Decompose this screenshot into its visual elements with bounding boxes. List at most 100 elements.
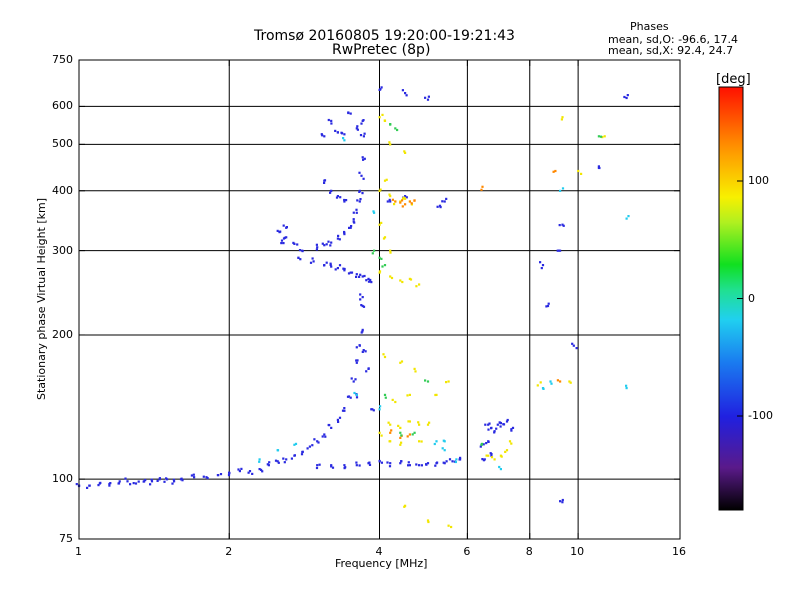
data-point [499,468,502,471]
data-point [560,118,563,121]
data-point [306,447,309,450]
data-point [202,475,205,478]
data-point [362,119,365,122]
data-point [228,471,231,474]
data-point [559,380,562,383]
data-point [132,482,135,485]
data-point [408,393,411,396]
data-point [380,86,383,89]
data-point [336,237,339,240]
data-point [362,349,365,352]
data-point [625,387,628,390]
data-point [386,461,389,464]
data-point [329,262,332,265]
data-point [546,304,550,308]
data-point [381,113,384,116]
data-point [323,244,326,247]
data-point [327,118,330,122]
data-point [436,205,439,208]
data-point [510,442,513,445]
data-point [493,458,496,461]
data-point [342,267,345,270]
data-point [371,408,374,411]
data-point [545,305,548,308]
data-point [399,361,402,364]
data-point [329,263,332,266]
data-point [276,460,279,463]
x-axis-label: Frequency [MHz] [335,557,428,570]
data-point [411,433,414,436]
data-point [75,483,78,486]
x-tick-label: 10 [570,545,585,558]
data-point [313,438,316,441]
data-point [336,267,339,270]
data-point [330,122,333,125]
data-point [414,370,417,373]
data-point [368,461,371,464]
data-point [356,128,359,131]
data-point [349,226,352,229]
data-point [324,435,327,438]
y-tick-label: 600 [52,99,73,113]
data-point [498,421,501,424]
data-point [330,426,333,429]
data-point [296,243,299,246]
data-point [495,427,498,430]
data-point [436,461,439,464]
y-tick-label: 300 [52,243,73,257]
data-point [378,270,382,273]
data-point [383,393,387,396]
data-point [438,204,442,207]
data-point [561,498,564,502]
data-point [601,136,604,139]
data-point [380,434,383,437]
phase-stats-x: mean, sd,X: 92.4, 24.7 [608,44,734,57]
data-point [338,238,341,241]
data-point [363,157,366,160]
data-point [561,223,564,226]
data-point [380,461,383,464]
data-point [311,444,314,447]
data-point [383,355,387,359]
data-point [292,241,295,244]
data-point [350,377,353,380]
data-point [192,473,195,476]
data-point [484,423,487,426]
data-point [276,229,279,232]
data-point [400,360,404,363]
data-point [504,450,507,453]
data-point [299,258,302,261]
data-point [481,185,484,188]
data-point [577,169,580,173]
data-point [343,200,346,203]
data-point [378,271,381,274]
data-point [338,264,342,267]
data-point [390,429,393,432]
data-point [329,189,333,193]
data-point [391,198,394,201]
x-tick-label: 1 [75,545,82,558]
data-point [142,480,145,483]
data-point [227,474,231,477]
data-point [280,239,284,242]
data-point [370,281,373,284]
data-point [355,346,358,349]
data-point [387,421,390,424]
data-point [561,116,564,119]
data-point [355,464,358,467]
data-point [372,210,375,213]
data-point [247,471,250,474]
data-point [625,96,628,100]
data-point [348,226,351,229]
data-point [539,261,542,264]
data-point [399,436,402,439]
data-point [362,177,365,180]
data-point [399,426,402,429]
data-point [311,257,314,260]
data-point [409,278,413,281]
data-point [355,393,358,396]
data-point [389,431,392,434]
data-point [364,350,367,353]
data-point [556,379,559,382]
data-point [506,418,509,422]
